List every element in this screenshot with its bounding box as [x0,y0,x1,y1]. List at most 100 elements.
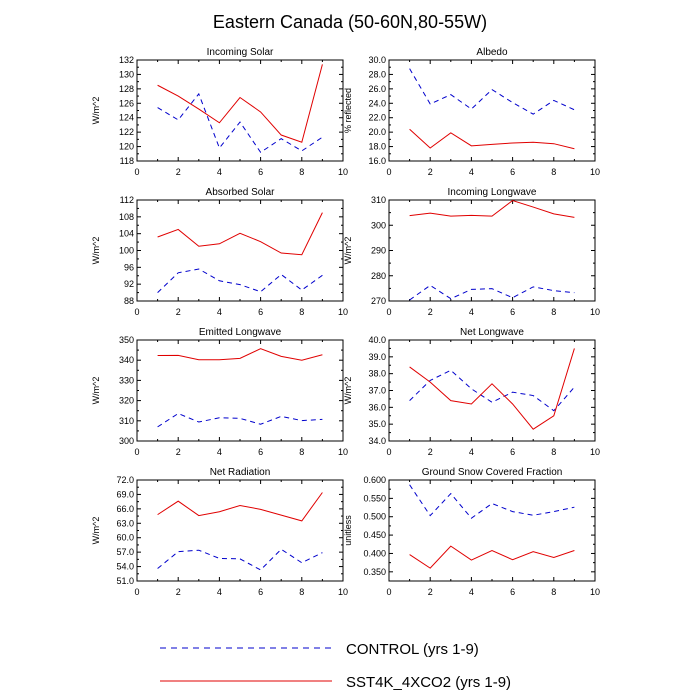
panel-emitted-longwave-y-tick-label: 350 [119,335,134,345]
panel-ground-snow-covered-fraction-series-sst4k-4xco2-yrs-1-9 [409,545,575,569]
legend-control-label: CONTROL (yrs 1-9) [346,641,479,658]
panel-absorbed-solar-x-tick-label: 2 [176,307,181,317]
panel-absorbed-solar-y-tick-label: 92 [124,279,134,289]
panel-incoming-longwave-y-tick-label: 310 [371,195,386,205]
panel-absorbed-solar-y-tick-label: 100 [119,246,134,256]
panel-albedo-x-tick-label: 8 [551,167,556,177]
panel-incoming-solar-y-tick-label: 118 [120,156,134,166]
panel-emitted-longwave-x-tick-label: 4 [217,447,222,457]
panel-albedo-x-tick-label: 0 [386,167,391,177]
panel-absorbed-solar-y-tick-label: 112 [120,195,134,205]
panel-absorbed-solar-y-tick-label: 96 [124,262,134,272]
panel-net-radiation-x-tick-label: 4 [217,587,222,597]
panel-net-longwave-frame [388,339,596,442]
panel-albedo-x-tick-label: 2 [428,167,433,177]
panel-ground-snow-covered-fraction-y-tick-label: 0.450 [363,530,386,540]
panel-ground-snow-covered-fraction-x-tick-label: 4 [469,587,474,597]
panel-absorbed-solar-x-tick-label: 6 [258,307,263,317]
panel-incoming-solar-x-tick-label: 8 [299,167,304,177]
panel-net-longwave-series-sst4k-4xco2-yrs-1-9 [409,348,575,430]
panel-emitted-longwave-x-tick-label: 0 [134,447,139,457]
panel-incoming-longwave-x-tick-label: 2 [428,307,433,317]
panel-albedo-y-tick-label: 28.0 [368,69,386,79]
panel-incoming-solar-x-tick-label: 6 [258,167,263,177]
panel-albedo-y-tick-label: 20.0 [368,127,386,137]
panel-albedo-x-tick-label: 10 [590,167,600,177]
panel-incoming-solar-title: Incoming Solar [207,47,274,58]
panel-net-radiation-series-sst4k-4xco2-yrs-1-9 [157,492,323,522]
panel-ground-snow-covered-fraction-x-tick-label: 6 [510,587,515,597]
panel-albedo-x-tick-label: 4 [469,167,474,177]
panel-net-radiation-series-control-yrs-1-9 [157,548,323,571]
panel-emitted-longwave-series-control-yrs-1-9 [157,412,323,428]
panel-incoming-longwave-series-sst4k-4xco2-yrs-1-9 [409,199,575,218]
panel-emitted-longwave-x-tick-label: 6 [258,447,263,457]
panel-ground-snow-covered-fraction-y-tick-label: 0.500 [363,512,386,522]
panel-albedo-y-tick-label: 22.0 [368,113,386,123]
panel-ground-snow-covered-fraction-frame [388,479,596,582]
panel-ground-snow-covered-fraction-y-tick-label: 0.600 [363,475,386,485]
panel-albedo-series-sst4k-4xco2-yrs-1-9 [409,128,575,150]
panel-incoming-longwave-y-axis-label: W/m^2 [343,237,353,265]
panel-incoming-solar: Incoming Solar 0 2 4 6 8 10 118 120 122 124 126 128 1… [91,47,348,177]
panel-emitted-longwave-y-tick-label: 310 [119,416,134,426]
panel-incoming-longwave-x-tick-label: 6 [510,307,515,317]
panel-ground-snow-covered-fraction-series-control-yrs-1-9 [409,484,575,519]
panel-net-radiation: Net Radiation 0 2 4 6 8 10 51.0 54.0 57.0 60.0 63.0… [91,467,348,597]
panel-net-radiation-x-tick-label: 2 [176,587,181,597]
panel-absorbed-solar-x-tick-label: 8 [299,307,304,317]
panel-net-radiation-y-axis-label: W/m^2 [91,517,101,545]
panel-incoming-solar-y-tick-label: 130 [119,69,134,79]
panel-net-longwave-x-tick-label: 4 [469,447,474,457]
panel-net-radiation-y-tick-label: 69.0 [116,489,134,499]
panel-incoming-longwave-x-tick-label: 4 [469,307,474,317]
panel-net-radiation-x-tick-label: 8 [299,587,304,597]
panel-absorbed-solar-x-tick-label: 0 [134,307,139,317]
panel-incoming-solar-y-axis-label: W/m^2 [91,97,101,125]
panel-incoming-solar-y-tick-label: 120 [119,142,134,152]
panel-net-longwave-series-control-yrs-1-9 [409,369,575,412]
panel-emitted-longwave-series-sst4k-4xco2-yrs-1-9 [157,348,323,361]
panel-albedo-x-tick-label: 6 [510,167,515,177]
panel-net-radiation-y-tick-label: 63.0 [116,518,134,528]
panel-net-radiation-y-tick-label: 51.0 [116,576,134,586]
panel-net-radiation-x-tick-label: 0 [134,587,139,597]
panel-albedo-y-tick-label: 18.0 [368,142,386,152]
panel-absorbed-solar-title: Absorbed Solar [206,187,276,198]
panel-incoming-solar-series-sst4k-4xco2-yrs-1-9 [157,64,323,143]
panel-emitted-longwave-x-tick-label: 10 [338,447,348,457]
panel-incoming-solar-y-tick-label: 128 [119,84,134,94]
panel-albedo-y-axis-label: % reflected [343,88,353,133]
panel-net-radiation-frame [136,479,344,582]
panel-absorbed-solar-x-tick-label: 4 [217,307,222,317]
panel-incoming-longwave: Incoming Longwave 0 2 4 6 8 10 270 280 290 300 310 W… [343,187,600,317]
panel-incoming-solar-series-control-yrs-1-9 [157,92,323,154]
panel-incoming-longwave-title: Incoming Longwave [448,187,537,198]
panel-emitted-longwave-y-tick-label: 300 [119,436,134,446]
panel-incoming-solar-y-tick-label: 126 [119,98,134,108]
panel-net-radiation-x-tick-label: 6 [258,587,263,597]
panel-ground-snow-covered-fraction-title: Ground Snow Covered Fraction [422,467,563,478]
panel-incoming-longwave-y-tick-label: 280 [371,271,386,281]
panel-absorbed-solar-y-tick-label: 104 [119,229,134,239]
panel-absorbed-solar-frame [136,199,344,302]
panel-net-radiation-x-tick-label: 10 [338,587,348,597]
panel-emitted-longwave-title: Emitted Longwave [199,327,282,338]
panel-incoming-longwave-series-control-yrs-1-9 [409,284,575,301]
panel-net-radiation-y-tick-label: 60.0 [116,533,134,543]
panel-net-longwave-x-tick-label: 6 [510,447,515,457]
panel-emitted-longwave-y-tick-label: 330 [119,375,134,385]
panel-incoming-solar-x-tick-label: 4 [217,167,222,177]
panel-incoming-solar-frame [136,59,344,162]
panel-albedo-y-tick-label: 30.0 [368,55,386,65]
panel-net-longwave: Net Longwave 0 2 4 6 8 10 34.0 35.0 36.0 37.0 38.0 3… [343,327,600,457]
panel-incoming-solar-y-tick-label: 124 [119,113,134,123]
panel-incoming-longwave-y-tick-label: 270 [371,296,386,306]
panel-ground-snow-covered-fraction-y-tick-label: 0.550 [363,493,386,503]
panel-ground-snow-covered-fraction: Ground Snow Covered Fraction 0 2 4 6 8 10 0.350… [343,467,600,597]
panel-emitted-longwave-y-tick-label: 340 [119,355,134,365]
legend-sst4k-label: SST4K_4XCO2 (yrs 1-9) [346,674,511,691]
panel-ground-snow-covered-fraction-y-axis-label: unitless [343,515,353,546]
panel-ground-snow-covered-fraction-y-tick-label: 0.400 [363,548,386,558]
